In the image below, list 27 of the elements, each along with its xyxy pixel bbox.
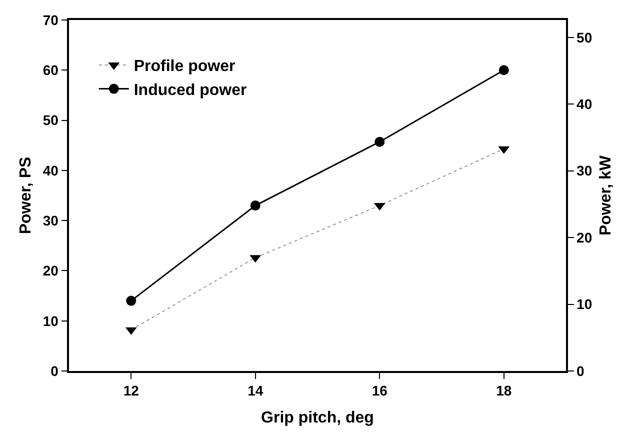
- x-tick-label: 12: [123, 382, 140, 399]
- point: [374, 136, 385, 147]
- y-tick-label: 50: [42, 112, 59, 128]
- x-tick-label: 14: [248, 382, 264, 399]
- y-tick-label: 30: [42, 212, 59, 228]
- legend-label: Induced power: [134, 82, 247, 100]
- point: [126, 296, 136, 306]
- y2-tick-label: 30: [576, 162, 592, 179]
- point: [498, 65, 509, 76]
- y2-tick-label: 10: [576, 296, 592, 312]
- x-tick-label: 18: [496, 382, 512, 399]
- legend-label: Profile power: [134, 58, 236, 76]
- y-tick-label: 60: [42, 62, 59, 78]
- y2-tick-label: 50: [576, 29, 592, 46]
- y-axis-title: Power, PS: [17, 156, 34, 234]
- y2-tick-label: 40: [576, 96, 592, 112]
- y-tick-label: 10: [42, 312, 59, 329]
- y-tick-label: 70: [42, 12, 59, 28]
- y-tick-label: 20: [42, 262, 59, 279]
- y-tick-label: 0: [50, 362, 59, 379]
- y2-axis-title: Power, kW: [598, 154, 615, 236]
- y2-tick-label: 0: [576, 362, 585, 379]
- x-tick-label: 16: [372, 382, 388, 399]
- x-axis-title: Grip pitch, deg: [261, 410, 374, 427]
- point: [250, 200, 260, 211]
- y-tick-label: 40: [42, 162, 59, 178]
- y2-tick-label: 20: [576, 229, 592, 246]
